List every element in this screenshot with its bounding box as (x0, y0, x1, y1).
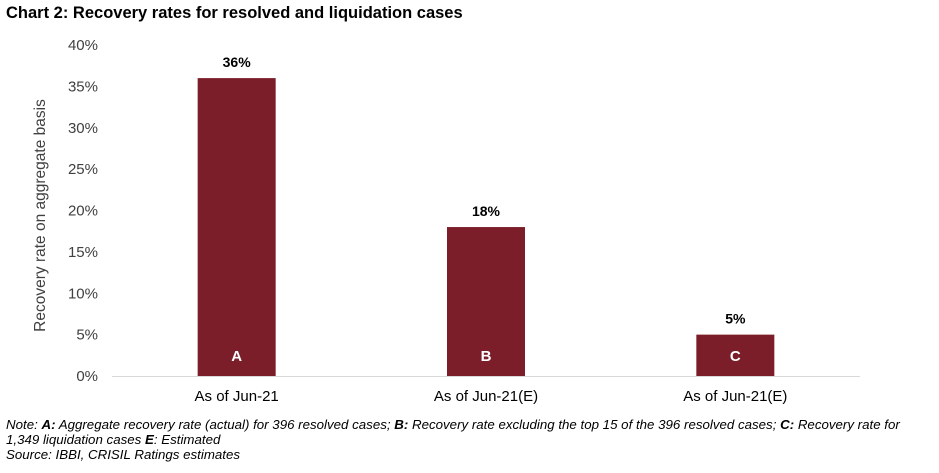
y-tick-label: 5% (76, 327, 98, 344)
chart-title: Chart 2: Recovery rates for resolved and… (6, 4, 463, 22)
source-text: Source: IBBI, CRISIL Ratings estimates (6, 447, 241, 462)
bar-letter: B (481, 348, 492, 365)
data-label: 36% (223, 54, 252, 70)
x-tick-label: As of Jun-21 (195, 388, 279, 405)
note-a-key: A: (41, 417, 56, 432)
y-tick-label: 25% (68, 161, 98, 178)
note-prefix: Note: (6, 417, 42, 432)
bar-chart: 0% 5% 10% 15% 20% 25% 30% 35% 40% Recovery rate o… (32, 37, 860, 405)
x-tick-label: As of Jun-21(E) (434, 388, 538, 405)
bar (447, 227, 525, 376)
y-tick-label: 0% (76, 368, 98, 385)
note-b-key: B: (394, 417, 409, 432)
bar (696, 334, 775, 376)
note-c-key: C: (780, 417, 795, 432)
chart-note: Note: A: Aggregate recovery rate (actual… (6, 417, 936, 462)
bar-letter: A (231, 348, 242, 365)
note-a-text: Aggregate recovery rate (actual) for 396… (55, 417, 395, 432)
y-tick-label: 10% (68, 285, 98, 302)
data-label: 18% (472, 203, 501, 219)
y-tick-label: 30% (68, 120, 98, 137)
note-e-key: E (144, 432, 154, 447)
bar (197, 78, 276, 376)
y-tick-label: 20% (68, 203, 98, 220)
y-tick-label: 40% (68, 37, 98, 54)
x-tick-label: As of Jun-21(E) (683, 388, 787, 405)
note-b-text: Recovery rate excluding the top 15 of th… (408, 417, 781, 432)
y-tick-label: 35% (68, 78, 98, 95)
bar-letter: C (730, 348, 741, 365)
y-axis-label: Recovery rate on aggregate basis (32, 99, 49, 332)
data-label: 5% (725, 311, 746, 327)
note-c-text: Recovery rate for 1,349 liquidation case… (6, 417, 900, 447)
y-tick-label: 15% (68, 244, 98, 261)
note-e-text: : Estimated (153, 432, 221, 447)
